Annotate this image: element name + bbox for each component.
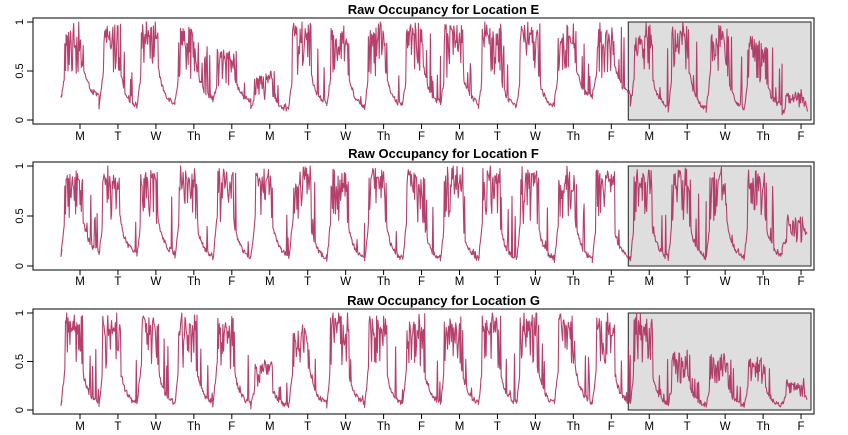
x-tick-label: W [340,131,351,143]
y-tick-label: 1 [14,310,26,316]
chart-panel-2: Raw Occupancy for Location F 0 0.5 1 M T W Th F M… [14,146,815,288]
x-tick-label: T [304,276,311,288]
x-tick-label: M [455,421,465,433]
x-tick-label: M [265,276,275,288]
x-tick-label: F [418,421,425,433]
x-tick-label: F [418,276,425,288]
x-tick-label: F [798,421,805,433]
x-tick-label: Th [377,421,390,433]
x-tick-label: Th [187,131,200,143]
x-tick-label: W [530,421,541,433]
series-line [60,165,808,264]
x-tick-label: Th [187,421,200,433]
x-tick-label: T [304,421,311,433]
x-tick-label: F [608,421,615,433]
x-tick-label: F [228,131,235,143]
x-tick-label: M [265,421,275,433]
y-tick-label: 0.5 [14,354,26,369]
x-tick-label: W [530,276,541,288]
x-tick-label: T [684,421,691,433]
x-tick-label: T [494,276,501,288]
x-tick-label: Th [377,131,390,143]
x-tick-label: T [494,421,501,433]
x-tick-label: W [530,131,541,143]
x-tick-label: M [644,131,654,143]
y-tick-label: 1 [14,19,26,25]
x-tick-label: F [228,276,235,288]
x-tick-label: W [150,421,161,433]
x-tick-label: M [75,276,85,288]
x-tick-label: T [494,131,501,143]
y-tick-label: 0 [14,117,26,123]
chart-panel-3: Raw Occupancy for Location G 0 0.5 1 M T W Th F M… [14,293,815,433]
x-tick-label: T [304,131,311,143]
x-tick-label: Th [567,131,580,143]
chart-title: Raw Occupancy for Location F [348,146,539,161]
series-line [60,312,808,410]
x-tick-label: T [684,276,691,288]
x-tick-label: M [265,131,275,143]
y-tick-label: 0 [14,263,26,269]
x-tick-label: F [418,131,425,143]
y-tick-label: 0.5 [14,63,26,78]
x-tick-label: M [644,421,654,433]
x-tick-label: Th [756,421,769,433]
chart-panel-1: Raw Occupancy for Location E 0 0.5 1 M T W Th F M… [14,2,815,143]
x-tick-label: Th [567,421,580,433]
x-tick-label: F [608,276,615,288]
y-tick-label: 0 [14,407,26,413]
x-tick-label: W [340,421,351,433]
x-tick-label: F [798,131,805,143]
x-tick-label: W [720,276,731,288]
x-tick-label: Th [377,276,390,288]
x-tick-label: W [150,276,161,288]
x-tick-label: Th [187,276,200,288]
x-tick-label: M [75,131,85,143]
y-tick-label: 0.5 [14,208,26,223]
x-tick-label: Th [567,276,580,288]
x-tick-label: M [455,276,465,288]
x-tick-label: W [720,131,731,143]
x-tick-label: M [75,421,85,433]
x-tick-label: T [684,131,691,143]
x-tick-label: F [228,421,235,433]
chart-title: Raw Occupancy for Location E [348,2,540,17]
x-tick-label: T [114,276,121,288]
x-tick-label: W [340,276,351,288]
series-line [60,21,808,116]
y-tick-label: 1 [14,163,26,169]
x-tick-label: Th [756,131,769,143]
x-tick-label: W [150,131,161,143]
highlight-region [627,165,812,267]
chart-title: Raw Occupancy for Location G [347,293,540,308]
x-tick-label: W [720,421,731,433]
x-tick-label: F [608,131,615,143]
x-tick-label: T [114,421,121,433]
x-tick-label: T [114,131,121,143]
x-tick-label: Th [756,276,769,288]
x-tick-label: M [644,276,654,288]
x-tick-label: F [798,276,805,288]
x-tick-label: M [455,131,465,143]
